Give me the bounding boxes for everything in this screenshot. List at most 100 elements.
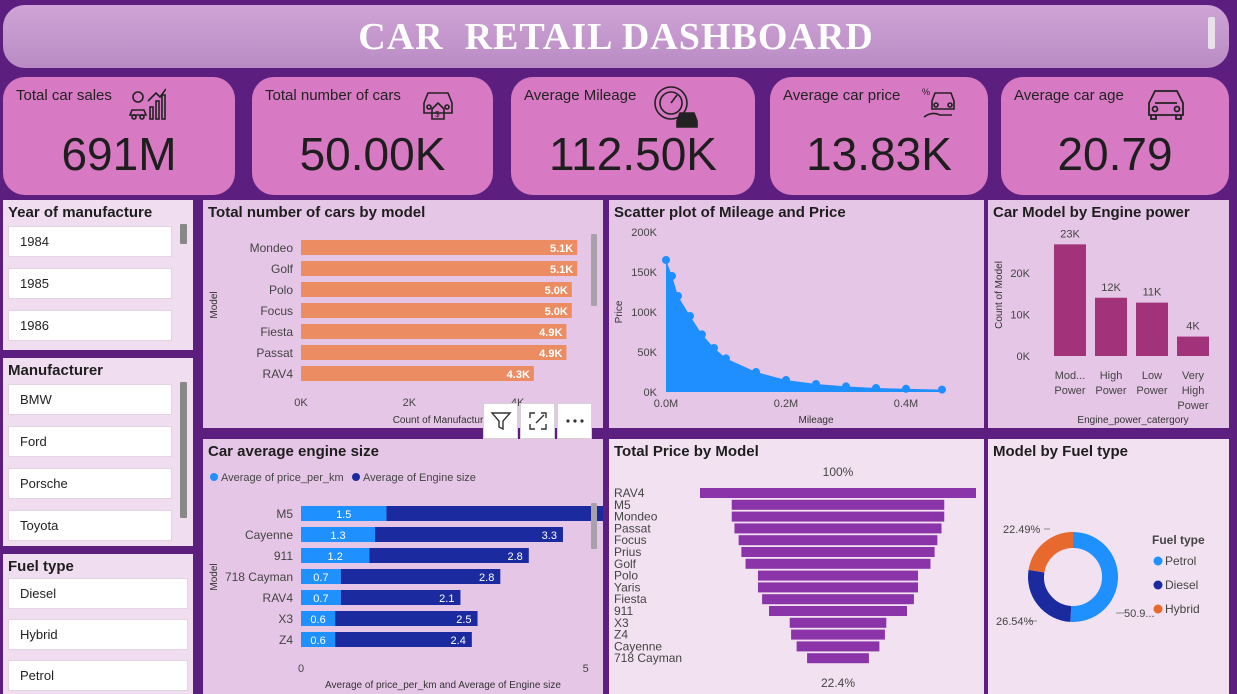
slicer-title: Fuel type <box>8 558 74 575</box>
scatter-point <box>722 354 730 363</box>
kpi-card-avg-age: Average car age 20.79 <box>1001 77 1229 195</box>
data-label: 2.5 <box>456 614 471 626</box>
category-label: 718 Cayman <box>614 651 682 665</box>
slicer-item[interactable]: Diesel <box>8 578 188 609</box>
focus-mode-button[interactable] <box>520 403 555 439</box>
kpi-card-total-cars: Total number of cars $ 50.00K <box>252 77 493 195</box>
data-label: 1.2 <box>328 551 343 563</box>
chart-avg-engine-size[interactable]: Car average engine size Average of price… <box>203 439 603 694</box>
funnel-bar <box>757 582 919 593</box>
chart-cars-by-model-svg: Mondeo 5.1K Golf 5.1K Polo 5.0K Focus 5.0K Fiest… <box>209 240 578 426</box>
category-label: X3 <box>278 612 293 626</box>
chart-scrollbar[interactable] <box>591 234 597 306</box>
bar <box>301 548 370 563</box>
slicer-item[interactable]: 1984 <box>8 226 172 257</box>
slicer-scrollbar[interactable] <box>180 382 187 518</box>
scatter-point <box>698 330 706 339</box>
scatter-point <box>872 384 880 392</box>
kpi-value: 112.50K <box>549 128 717 180</box>
slicer-title: Year of manufacture <box>8 204 153 221</box>
funnel-bar <box>731 499 945 510</box>
slicer-item[interactable]: Petrol <box>8 660 188 691</box>
y-tick-label: 0K <box>1017 351 1031 363</box>
x-axis-label: Average of price_per_km and Average of E… <box>325 680 561 691</box>
data-label: 50.9... <box>1124 608 1155 620</box>
scatter-cloud <box>666 260 942 392</box>
category-label: Yaris <box>614 580 640 594</box>
bar <box>369 548 529 563</box>
category-label: 718 Cayman <box>225 570 293 584</box>
legend-title: Fuel type <box>1152 533 1205 547</box>
category-label: Power <box>1054 385 1086 397</box>
category-label: Golf <box>614 557 637 571</box>
data-label: 4.9K <box>539 348 562 360</box>
car-price-hand-icon: % <box>922 87 955 118</box>
data-label: 4.3K <box>507 369 530 381</box>
bar <box>301 611 336 626</box>
slicer-item[interactable]: 1986 <box>8 310 172 341</box>
category-label: M5 <box>276 507 293 521</box>
slicer-item[interactable]: BMW <box>8 384 172 415</box>
data-label: 22.49% <box>1003 524 1041 536</box>
chart-scatter-svg: 0K 50K 100K 150K 200K 0.0M 0.2M 0.4M Mileage Pric… <box>614 227 946 426</box>
funnel-bar <box>791 629 885 640</box>
x-tick-label: 0.4M <box>894 398 918 410</box>
bar <box>1177 336 1209 356</box>
chart-total-price-by-model[interactable]: Total Price by Model 100% RAV4 M5 Mondeo Pas… <box>609 439 984 694</box>
header-scrollbar[interactable] <box>1208 17 1215 49</box>
category-label: Prius <box>614 545 641 559</box>
car-front-icon <box>1148 90 1184 120</box>
bar <box>335 611 478 626</box>
category-label: Z4 <box>279 633 293 647</box>
slicer-item[interactable]: Ford <box>8 426 172 457</box>
slicer-item[interactable]: 1985 <box>8 268 172 299</box>
funnel-bar <box>762 594 914 605</box>
y-axis-label: Model <box>209 563 220 590</box>
slicer-item[interactable]: Hybrid <box>8 619 188 650</box>
chart-engine-power-svg: 0K 10K 20K 23K Mod... Power 12K High Power 11K Low… <box>994 228 1209 426</box>
kpi-label: Average Mileage <box>524 87 637 104</box>
slicer-scrollbar[interactable] <box>180 224 187 244</box>
chart-engine-power[interactable]: Car Model by Engine power 0K 10K 20K 23K Mod… <box>988 200 1229 428</box>
kpi-label: Average car age <box>1014 87 1124 104</box>
kpi-value: 691M <box>61 128 177 180</box>
chart-scrollbar[interactable] <box>591 503 597 549</box>
slicer-item[interactable]: Toyota <box>8 510 172 541</box>
chart-cars-by-model[interactable]: Total number of cars by model Mondeo 5.1K… <box>203 200 603 428</box>
bar <box>1136 302 1168 356</box>
more-options-button[interactable] <box>557 403 592 439</box>
slicer-fuel-type: Fuel type Diesel Hybrid Petrol <box>3 554 193 694</box>
chart-model-by-fuel[interactable]: Model by Fuel type 50.9... 26.54% 22.49% Fu… <box>988 439 1229 694</box>
y-axis-label: Count of Model <box>994 261 1005 329</box>
chart-title: Car Model by Engine power <box>993 204 1190 221</box>
bar <box>301 303 572 318</box>
kpi-label: Average car price <box>783 87 901 104</box>
kpi-card-avg-price: Average car price % 13.83K <box>770 77 988 195</box>
y-axis-label: Model <box>209 291 220 318</box>
category-label: Cayenne <box>614 639 662 653</box>
slicer-year: Year of manufacture 1984 1985 1986 <box>3 200 193 350</box>
category-label: Power <box>1177 400 1209 412</box>
bar <box>335 632 472 647</box>
legend-marker <box>1153 556 1163 566</box>
filter-button[interactable] <box>483 403 518 439</box>
slicer-manufacturer: Manufacturer BMW Ford Porsche Toyota <box>3 358 193 546</box>
chart-title: Total Price by Model <box>614 443 759 460</box>
category-label: Passat <box>256 346 293 360</box>
scatter-point <box>686 312 694 320</box>
data-label: 2.8 <box>507 551 522 563</box>
data-label: 12K <box>1101 282 1121 294</box>
bar <box>340 569 501 584</box>
category-label: Power <box>1095 385 1127 397</box>
data-label: 0.7 <box>313 572 328 584</box>
legend-marker <box>1153 580 1163 590</box>
scatter-point <box>812 380 820 388</box>
data-label: 23K <box>1060 228 1080 240</box>
category-label: RAV4 <box>263 591 294 605</box>
slicer-item[interactable]: Porsche <box>8 468 172 499</box>
filter-icon <box>489 412 512 431</box>
chart-scatter-mileage-price[interactable]: Scatter plot of Mileage and Price 0K 50K 1… <box>609 200 984 428</box>
category-label: M5 <box>614 498 631 512</box>
category-label: Polo <box>269 283 293 297</box>
bar <box>375 527 563 542</box>
